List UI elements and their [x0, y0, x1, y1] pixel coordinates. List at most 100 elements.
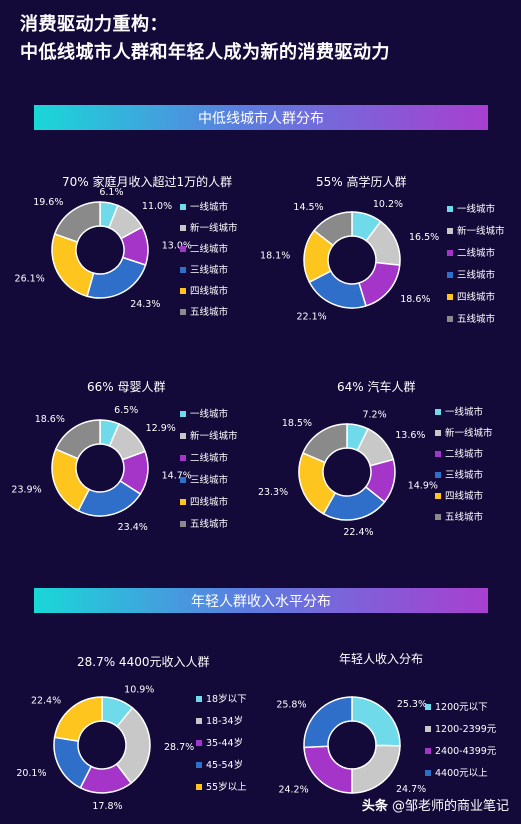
slice-data-label: 13.6%: [395, 430, 425, 441]
slice-data-label: 23.9%: [11, 485, 41, 496]
slice-data-label: 23.3%: [258, 487, 288, 498]
legend-label: 三线城市: [457, 269, 496, 281]
legend-label: 三线城市: [190, 474, 229, 486]
legend-swatch: [180, 521, 186, 527]
slice-data-label: 6.5%: [114, 405, 138, 416]
slice-data-label: 26.1%: [15, 274, 45, 285]
slice-data-label: 14.9%: [408, 480, 438, 491]
legend-label: 35-44岁: [206, 737, 243, 749]
donut-slice: [54, 419, 101, 460]
footer-author: @邹老师的商业笔记: [391, 799, 509, 814]
legend-swatch: [180, 499, 186, 505]
donut-slice: [351, 696, 401, 747]
legend-label: 一线城市: [457, 203, 496, 215]
legend-swatch: [447, 250, 453, 256]
legend-swatch: [180, 246, 186, 252]
legend-swatch: [425, 770, 431, 776]
legend-label: 一线城市: [190, 408, 229, 420]
slice-data-label: 10.9%: [124, 684, 154, 695]
legend-label: 五线城市: [190, 306, 229, 318]
chart-title: 70% 家庭月收入超过1万的人群: [62, 175, 233, 189]
donut-slice: [351, 744, 401, 794]
legend-swatch: [435, 493, 441, 499]
legend-label: 一线城市: [445, 406, 484, 418]
donut-slice: [301, 423, 348, 464]
slice-data-label: 25.8%: [276, 700, 306, 711]
legend-swatch: [425, 704, 431, 710]
chart-title: 66% 母婴人群: [87, 380, 166, 394]
chart-title: 年轻人收入分布: [339, 652, 424, 666]
page-title-line1: 消费驱动力重构：: [20, 14, 168, 35]
legend-swatch: [180, 455, 186, 461]
slice-data-label: 11.0%: [142, 201, 172, 212]
legend-label: 2400-4399元: [435, 746, 497, 757]
section-banner-city: 中低线城市人群分布: [34, 105, 488, 130]
slice-data-label: 18.1%: [260, 251, 290, 262]
legend-swatch: [447, 316, 453, 322]
legend-label: 四线城市: [190, 285, 229, 297]
donut-slice: [303, 745, 353, 794]
slice-data-label: 24.7%: [396, 784, 426, 795]
chart-title: 55% 高学历人群: [316, 175, 407, 189]
legend-swatch: [435, 472, 441, 478]
legend-swatch: [180, 204, 186, 210]
legend-label: 18-34岁: [206, 715, 243, 727]
legend-swatch: [447, 272, 453, 278]
page-title-line2: 中低线城市人群和年轻人成为新的消费驱动力: [20, 42, 390, 63]
donut-slice: [115, 706, 151, 785]
legend-label: 五线城市: [457, 313, 496, 325]
legend-swatch: [435, 409, 441, 415]
legend-label: 一线城市: [190, 201, 229, 213]
legend-label: 五线城市: [445, 511, 484, 523]
donut-slice: [53, 696, 103, 742]
footer-credit: 头条 @邹老师的商业笔记: [362, 795, 509, 814]
legend-swatch: [180, 477, 186, 483]
legend-label: 1200元以下: [435, 702, 488, 713]
slice-data-label: 22.4%: [343, 527, 373, 538]
slice-data-label: 24.2%: [278, 784, 308, 795]
slice-data-label: 22.1%: [297, 311, 327, 322]
legend-label: 新一线城市: [190, 222, 238, 234]
slice-data-label: 19.6%: [33, 197, 63, 208]
legend-label: 18岁以下: [206, 693, 247, 705]
legend-swatch: [196, 762, 202, 768]
legend-swatch: [196, 718, 202, 724]
legend-swatch: [196, 784, 202, 790]
legend-label: 二线城市: [190, 452, 229, 464]
slice-data-label: 16.5%: [409, 232, 439, 243]
legend-swatch: [180, 225, 186, 231]
slice-data-label: 18.6%: [400, 294, 430, 305]
slice-data-label: 23.4%: [118, 522, 148, 533]
chart-title: 28.7% 4400元收入人群: [77, 655, 210, 669]
legend-label: 二线城市: [457, 247, 496, 259]
slice-data-label: 20.1%: [16, 768, 46, 779]
slice-data-label: 13.0%: [162, 241, 192, 252]
legend-label: 四线城市: [190, 496, 229, 508]
legend-swatch: [435, 451, 441, 457]
slice-data-label: 14.5%: [293, 202, 323, 213]
legend-swatch: [180, 267, 186, 273]
legend-label: 二线城市: [190, 243, 229, 255]
legend-label: 55岁以上: [206, 781, 247, 793]
legend-swatch: [447, 228, 453, 234]
legend-label: 1200-2399元: [435, 724, 497, 735]
section-banner-youth: 年轻人群收入水平分布: [34, 588, 488, 613]
slice-data-label: 14.7%: [162, 471, 192, 482]
legend-swatch: [435, 430, 441, 436]
footer-platform: 头条: [361, 799, 388, 814]
donut-slice: [53, 201, 101, 243]
legend-swatch: [435, 514, 441, 520]
slice-data-label: 18.5%: [282, 418, 312, 429]
legend-swatch: [180, 411, 186, 417]
legend-swatch: [180, 433, 186, 439]
slice-data-label: 22.4%: [31, 695, 61, 706]
slice-data-label: 25.3%: [397, 699, 427, 710]
legend-label: 新一线城市: [457, 225, 505, 237]
legend-label: 三线城市: [445, 469, 484, 481]
